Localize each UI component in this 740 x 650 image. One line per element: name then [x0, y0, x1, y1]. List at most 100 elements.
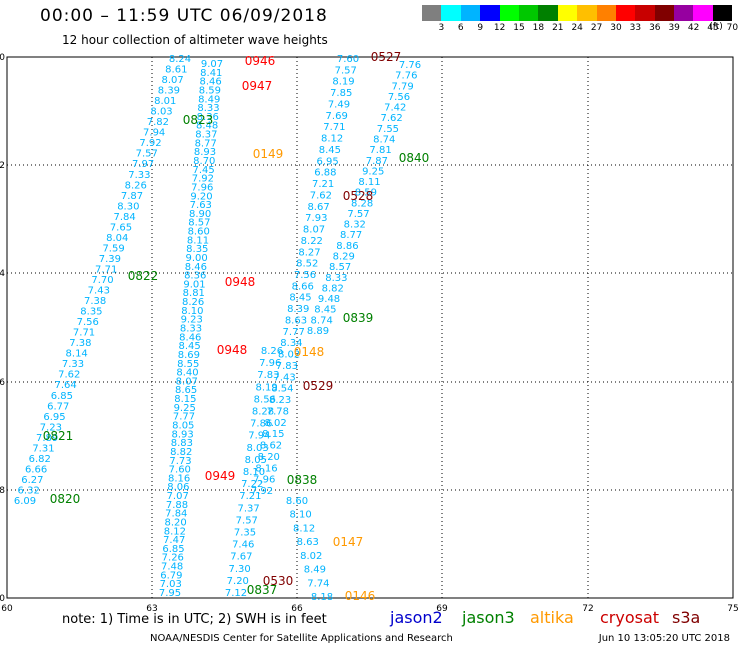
swh-value: 9.01 [183, 279, 205, 290]
swh-value: 7.76 [395, 71, 417, 82]
swh-value: 8.36 [184, 271, 206, 282]
swh-value: 8.77 [340, 230, 362, 241]
swh-value: 8.48 [196, 121, 218, 132]
pass-time-label: 0947 [242, 79, 273, 93]
pass-time-label: 0839 [343, 311, 374, 325]
swh-value: 7.65 [110, 222, 132, 233]
swh-value: 7.56 [77, 317, 99, 328]
footer-credit-line: NOAA/NESDIS Center for Satellite Applica… [150, 633, 730, 644]
swh-value: 7.23 [40, 422, 62, 433]
swh-value: 8.34 [280, 338, 302, 349]
swh-value: 7.42 [384, 103, 406, 114]
pass-time-label: 0823 [183, 113, 214, 127]
swh-value: 8.27 [298, 247, 320, 258]
swh-value: 8.33 [180, 324, 202, 335]
legend-swatch [422, 5, 442, 21]
swh-value: 8.63 [297, 537, 319, 548]
swh-value: 6.66 [25, 464, 47, 475]
swh-value: 8.05 [245, 455, 267, 466]
swh-value: 7.76 [399, 60, 421, 71]
swh-value: 7.57 [136, 149, 158, 160]
swh-value: 8.36 [197, 112, 219, 123]
swh-value: 7.33 [128, 170, 150, 181]
swh-value: 8.45 [178, 341, 200, 352]
satellite-name-s3a: s3a [672, 608, 701, 627]
swh-value: 8.93 [171, 429, 193, 440]
swh-value: 6.32 [18, 485, 40, 496]
swh-value: 7.37 [237, 503, 259, 514]
pass-time-label: 0147 [333, 535, 364, 549]
swh-value: 7.87 [121, 191, 143, 202]
swh-value: 8.33 [197, 103, 219, 114]
swh-value: 8.11 [187, 235, 209, 246]
swh-value: 7.77 [173, 412, 195, 423]
swh-value: 8.12 [293, 523, 315, 534]
pass-time-labels: 0946 0947 0823 0149 0527 0840 0528 0822 0948 0839… [43, 50, 430, 603]
swh-value: 8.02 [264, 418, 286, 429]
legend-tick-label: 6 [457, 23, 464, 33]
legend-tick-label: 39 [668, 23, 680, 33]
swh-value: 8.45 [319, 145, 341, 156]
legend-tick-label: 15 [513, 23, 525, 33]
swh-value: 8.57 [329, 262, 351, 273]
swh-value: 7.81 [369, 145, 391, 156]
swh-value: 7.85 [330, 88, 352, 99]
swh-value: 7.67 [230, 552, 252, 563]
swh-value: 7.92 [192, 174, 214, 185]
legend-swatch [712, 5, 733, 21]
swh-value: 8.46 [179, 332, 201, 343]
swh-value: 7.59 [102, 243, 124, 254]
pass-time-label: 0530 [263, 574, 294, 588]
pass-time-label: 0948 [217, 343, 248, 357]
legend-tick-label: 21 [552, 23, 564, 33]
swh-value: 7.79 [392, 81, 414, 92]
swh-value: 7.38 [69, 338, 91, 349]
swh-value: 9.07 [201, 59, 223, 70]
swh-value: 8.06 [167, 482, 189, 493]
color-scale-legend [422, 5, 733, 21]
swh-value: 7.77 [283, 327, 305, 338]
swh-value: 8.52 [296, 259, 318, 270]
pass-time-label: 0527 [371, 50, 402, 64]
swh-value: 8.20 [258, 452, 280, 463]
latitude-label: -12 [0, 161, 5, 171]
swh-value: 6.82 [29, 454, 51, 465]
swh-value: 6.27 [21, 475, 43, 486]
swh-value: 7.43 [273, 372, 295, 383]
swh-value: 8.60 [286, 496, 308, 507]
legend-tick-label: 9 [477, 23, 484, 33]
legend-swatch [441, 5, 461, 21]
legend-tick-label: 3 [438, 23, 445, 33]
longitude-label: 75 [727, 604, 738, 614]
swh-value: 8.26 [261, 346, 283, 357]
swh-value: 7.69 [326, 111, 348, 122]
swh-value: 7.96 [253, 475, 275, 486]
swh-value: 7.49 [328, 99, 350, 110]
swh-value: 8.28 [351, 198, 373, 209]
swh-value: 8.16 [168, 473, 190, 484]
legend-swatch [577, 5, 597, 21]
legend-swatch [654, 5, 675, 21]
footer-note: note: 1) Time is in UTC; 2) SWH is in fe… [62, 612, 327, 627]
pass-time-label: 0528 [343, 189, 374, 203]
swh-value: 8.01 [154, 96, 176, 107]
swh-value: 7.73 [169, 456, 191, 467]
swh-value: 7.56 [388, 92, 410, 103]
legend-swatch [674, 5, 694, 21]
legend-tick-label: 36 [649, 23, 661, 33]
swh-value: 7.56 [294, 270, 316, 281]
swh-value: 7.60 [337, 54, 359, 65]
swh-value: 7.55 [377, 124, 399, 135]
longitude-label: 69 [436, 604, 448, 614]
swh-value: 9.23 [181, 315, 203, 326]
swh-value: 7.86 [250, 419, 272, 430]
legend-swatch [635, 5, 655, 21]
pass-time-label: 0146 [345, 589, 376, 603]
swh-value: 8.07 [303, 225, 325, 236]
swh-value: 8.22 [301, 236, 323, 247]
swh-value: 6.79 [160, 570, 182, 581]
satellite-name-jason3: jason3 [462, 608, 515, 627]
swh-value: 6.95 [316, 156, 338, 167]
swh-value: 9.25 [174, 403, 196, 414]
